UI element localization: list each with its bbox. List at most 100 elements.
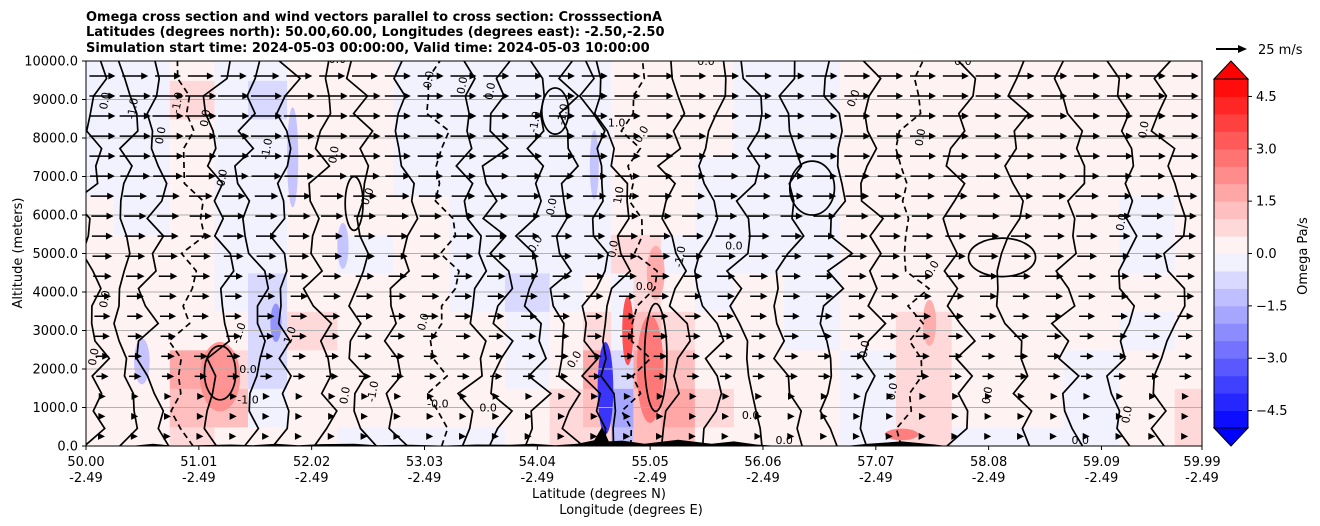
wind-vector-head [891, 312, 899, 320]
wind-vector-head [430, 352, 438, 360]
wind-vector-head [143, 132, 151, 140]
contour-line [725, 61, 763, 446]
colorbar-extend-bottom [1212, 427, 1250, 447]
wind-vector-head [307, 112, 315, 120]
wind-vector-head [328, 412, 336, 420]
wind-vector-head [1087, 332, 1095, 340]
wind-vector-head [239, 72, 247, 80]
wind-vector-head [209, 132, 217, 140]
contour-label: 0.0 [544, 197, 560, 216]
wind-vector-head [698, 172, 706, 180]
wind-vector-head [373, 112, 381, 120]
wind-vector-head [595, 332, 603, 340]
omega-blob [337, 222, 349, 269]
wind-vector-head [466, 252, 474, 260]
wind-vector-head [463, 352, 471, 360]
contour-label: 0.0 [979, 386, 995, 405]
wind-vector-head [655, 432, 663, 440]
wind-vector-head [394, 392, 402, 400]
y-axis-ticks: 0.0 1000.0 2000.0 3000.0 4000.0 5000.0 6000.0 7… [24, 55, 86, 455]
wind-vector-head [403, 72, 411, 80]
contour-label: 0.0 [421, 70, 437, 89]
wind-vector-head [827, 252, 835, 260]
wind-vector-head [984, 392, 992, 400]
wind-vector-head [1124, 212, 1132, 220]
wind-vector-head [137, 272, 145, 280]
wind-vector-head [431, 332, 439, 340]
wind-vector-head [689, 412, 697, 420]
wind-vector-head [301, 292, 309, 300]
wind-vector-head [992, 232, 1000, 240]
wind-vector-head [1190, 192, 1198, 200]
wind-vector-head [666, 152, 674, 160]
x-axis-label-longitude: Longitude (degrees E) [559, 503, 703, 518]
contour-line [202, 61, 235, 446]
wind-vector-head [203, 252, 211, 260]
title-line-1: Omega cross section and wind vectors par… [86, 10, 662, 25]
wind-vector-head [659, 372, 667, 380]
wind-vector-head [728, 272, 736, 280]
wind-vector-head [761, 252, 769, 260]
wind-vector-head [797, 72, 805, 80]
wind-vector-head [1024, 252, 1032, 260]
wind-vector-head [633, 132, 641, 140]
contour-label: 1.0 [611, 185, 627, 204]
x-tick-label-lon: -2.49 [972, 471, 1006, 486]
wind-vector-head [957, 292, 965, 300]
wind-vector-head [164, 392, 172, 400]
contour-line [481, 61, 514, 446]
x-tick-label-lon: -2.49 [69, 471, 103, 486]
wind-vector-head [104, 292, 112, 300]
wind-vector-head [426, 412, 434, 420]
wind-vector-head [623, 392, 631, 400]
wind-vector-head [403, 92, 411, 100]
wind-vector-head [664, 212, 672, 220]
wind-vector-head [758, 352, 766, 360]
wind-vector-head [1023, 272, 1031, 280]
wind-vector-head [852, 432, 860, 440]
wind-vector-head [167, 372, 175, 380]
wind-vector-head [918, 432, 926, 440]
wind-vector-head [951, 412, 959, 420]
wind-vector-head [531, 272, 539, 280]
y-tick-label: 1000.0 [33, 401, 79, 416]
wind-vector-head [1090, 232, 1098, 240]
wind-vectors [89, 72, 1199, 440]
wind-vector-head [1187, 272, 1195, 280]
wind-vector-head [340, 152, 348, 160]
wind-vector-head [730, 192, 738, 200]
wind-vector-head [1088, 292, 1096, 300]
wind-vector-head [699, 132, 707, 140]
y-tick-label: 2000.0 [33, 363, 79, 378]
wind-vector-head [401, 212, 409, 220]
wind-vector-head [924, 312, 932, 320]
wind-vector-head [202, 292, 210, 300]
wind-vector-head [436, 72, 444, 80]
wind-vector-head [961, 72, 969, 80]
contour-label: 0.0 [857, 339, 873, 358]
wind-vector-head [861, 212, 869, 220]
y-tick-label: 9000.0 [33, 93, 79, 108]
wind-vector-head [1125, 72, 1133, 80]
wind-vector-head [1184, 372, 1192, 380]
wind-vector-head [469, 152, 477, 160]
wind-vector-head [1158, 152, 1166, 160]
wind-vector-head [235, 292, 243, 300]
wind-vector-head [929, 112, 936, 120]
wind-vector-head [1148, 412, 1156, 420]
wind-vector-head [1027, 132, 1035, 140]
wind-vector-head [103, 312, 111, 320]
wind-vector-head [797, 92, 805, 100]
wind-vector-head [1158, 112, 1166, 120]
wind-vector-head [856, 372, 864, 380]
x-tick-label-lat: 59.09 [1083, 455, 1120, 470]
wind-vector-head [266, 332, 274, 340]
wind-vector-head [927, 192, 935, 200]
wind-vector-head [826, 292, 834, 300]
wind-vector-head [336, 212, 344, 220]
x-tick-label-lat: 59.99 [1183, 455, 1220, 470]
contour-label: -1.0 [555, 103, 572, 126]
wind-vector-head [209, 152, 217, 160]
x-tick-label-lon: -2.49 [633, 471, 667, 486]
wind-vector-head [364, 372, 372, 380]
